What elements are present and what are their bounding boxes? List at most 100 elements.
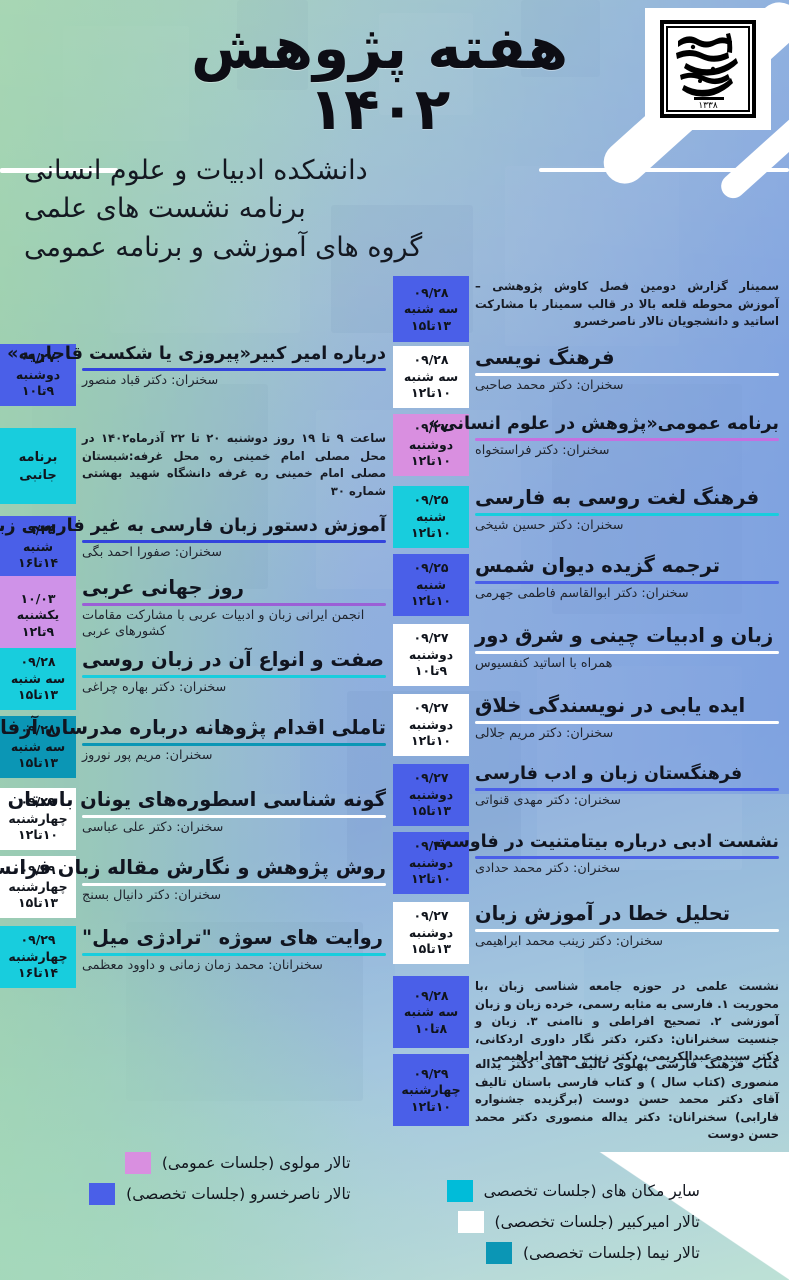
session-date-badge: ۰۹/۲۷ دوشنبه ۱۰تا۱۲ bbox=[393, 414, 469, 476]
session-title: ایده یابی در نویسندگی خلاق bbox=[475, 694, 746, 717]
session-entry[interactable]: نشست علمی در حوزه جامعه شناسی زبان ،با م… bbox=[393, 976, 789, 1063]
subtitle-line-2: برنامه نشست های علمی bbox=[24, 193, 306, 225]
session-speaker: سخنران: صفورا احمد بگی bbox=[82, 545, 222, 561]
session-accent-underline bbox=[82, 540, 386, 544]
badge-day: دوشنبه bbox=[408, 436, 454, 452]
legend-item: تالار امیرکبیر (جلسات تخصصی) bbox=[447, 1211, 700, 1233]
session-entry[interactable]: ساعت ۹ تا ۱۹ روز دوشنبه ۲۰ تا ۲۲ آذرماه۱… bbox=[0, 428, 396, 504]
badge-date: ۰۹/۲۵ bbox=[413, 560, 449, 576]
svg-text:۱۳۳۸: ۱۳۳۸ bbox=[698, 101, 718, 111]
session-date-badge: ۰۹/۲۸ سه شنبه ۱۳تا۱۵ bbox=[393, 276, 469, 342]
session-entry[interactable]: تاملی اقدام پژوهانه درباره مدرسان آزفا سخ… bbox=[0, 716, 396, 778]
session-title: تحلیل خطا در آموزش زبان bbox=[475, 902, 731, 925]
session-title: فرهنگستان زبان و ادب فارسی bbox=[475, 764, 743, 784]
session-date-badge: ۰۹/۲۸ سه شنبه ۱۰تا۱۲ bbox=[393, 346, 469, 408]
session-body: نشست علمی در حوزه جامعه شناسی زبان ،با م… bbox=[469, 976, 789, 1063]
badge-date: ۰۹/۲۵ bbox=[20, 522, 56, 538]
session-accent-underline bbox=[475, 788, 779, 792]
legend-label: تالار مولوی (جلسات عمومی) bbox=[161, 1154, 351, 1172]
session-entry[interactable]: روش پژوهش و نگارش مقاله زبان فرانسه سخنرا… bbox=[0, 856, 396, 918]
badge-day: چهارشنبه bbox=[8, 878, 68, 894]
badge-date: ۰۹/۲۵ bbox=[413, 492, 449, 508]
session-entry[interactable]: تحلیل خطا در آموزش زبان سخنران: دکتر زینب… bbox=[393, 902, 789, 964]
session-body: تحلیل خطا در آموزش زبان سخنران: دکتر زینب… bbox=[469, 902, 789, 964]
badge-day: سه شنبه bbox=[10, 670, 66, 686]
session-description: انجمن ایرانی زبان و ادبیات عربی با مشارک… bbox=[82, 607, 365, 640]
session-speaker: سخنران: مریم پور نوروز bbox=[82, 747, 213, 763]
badge-day: سه شنبه bbox=[10, 738, 66, 754]
session-speaker: سخنرانان: محمد زمان زمانی و داوود معظمی bbox=[82, 957, 323, 973]
session-date-badge: ۰۹/۲۷ دوشنبه ۱۰تا۱۲ bbox=[393, 832, 469, 894]
badge-day: دوشنبه bbox=[408, 646, 454, 662]
badge-date: ۰۹/۲۸ bbox=[413, 284, 449, 300]
legend-color-swatch bbox=[485, 1242, 512, 1264]
session-entry[interactable]: فرهنگ نویسی سخنران: دکتر محمد صاحبی ۰۹/۲۸ س… bbox=[393, 346, 789, 408]
session-title: روز جهانی عربی bbox=[82, 576, 244, 599]
session-body: فرهنگ لغت روسی به فارسی سخنران: دکتر حسین… bbox=[469, 486, 789, 548]
badge-date: ۱۰/۰۳ bbox=[20, 590, 56, 606]
session-entry[interactable]: برنامه عمومی«پژوهش در علوم انسانی» سخنران… bbox=[393, 414, 789, 476]
legend-color-swatch bbox=[124, 1152, 151, 1174]
session-body: گونه شناسی اسطوره‌های یونان باستان سخنران… bbox=[8, 788, 396, 850]
badge-time: ۹تا۱۰ bbox=[21, 383, 55, 399]
badge-day: دوشنبه bbox=[408, 716, 454, 732]
page-title: هفته پژوهش ۱۴۰۲ bbox=[190, 14, 569, 143]
session-speaker: سخنران: دکتر مهدی قنواتی bbox=[475, 793, 621, 809]
session-accent-underline bbox=[82, 368, 386, 372]
legend-label: تالار نیما (جلسات تخصصی) bbox=[522, 1244, 700, 1262]
badge-day: دوشنبه bbox=[408, 924, 454, 940]
badge-time: ۱۳تا۱۵ bbox=[18, 895, 58, 911]
session-entry[interactable]: فرهنگستان زبان و ادب فارسی سخنران: دکتر م… bbox=[393, 764, 789, 826]
background-blue-wash bbox=[236, 0, 789, 794]
badge-time: ۸تا۱۰ bbox=[414, 1020, 448, 1036]
poster-subtitle: دانشکده ادبیات و علوم انسانی برنامه نشست… bbox=[0, 152, 789, 267]
sessions-column-right: سمینار گزارش دومین فصل کاوش پژوهشی – آمو… bbox=[393, 276, 789, 1148]
badge-time: ۱۰تا۱۲ bbox=[411, 871, 451, 887]
session-entry[interactable]: گونه شناسی اسطوره‌های یونان باستان سخنران… bbox=[0, 788, 396, 850]
session-accent-underline bbox=[475, 438, 779, 442]
badge-time: ۱۴تا۱۶ bbox=[18, 965, 58, 981]
session-entry[interactable]: صفت و انواع آن در زبان روسی سخنران: دکتر … bbox=[0, 648, 396, 710]
session-entry[interactable]: نشست ادبی درباره بیتامتنیت در فاوست سخنرا… bbox=[393, 832, 789, 894]
session-title: آموزش دستور زبان فارسی به غیر فارسی زبان… bbox=[0, 516, 386, 536]
session-body: ترجمه گزیده دیوان شمس سخنران: دکتر ابوالق… bbox=[469, 554, 789, 616]
session-entry[interactable]: سمینار گزارش دومین فصل کاوش پژوهشی – آمو… bbox=[393, 276, 789, 342]
session-entry[interactable]: فرهنگ لغت روسی به فارسی سخنران: دکتر حسین… bbox=[393, 486, 789, 548]
session-title: ترجمه گزیده دیوان شمس bbox=[475, 554, 721, 577]
session-body: کتاب فرهنگ فارسی پهلوی تالیف آقای دکتر ی… bbox=[469, 1054, 789, 1141]
session-date-badge: ۰۹/۲۹ چهارشنبه ۱۰تا۱۲ bbox=[393, 1054, 469, 1126]
session-entry[interactable]: روز جهانی عربی انجمن ایرانی زبان و ادبیات… bbox=[0, 576, 396, 654]
session-entry[interactable]: ترجمه گزیده دیوان شمس سخنران: دکتر ابوالق… bbox=[393, 554, 789, 616]
session-accent-underline bbox=[475, 372, 779, 376]
session-description: ساعت ۹ تا ۱۹ روز دوشنبه ۲۰ تا ۲۲ آذرماه۱… bbox=[82, 431, 387, 498]
badge-day: یکشنبه bbox=[16, 607, 60, 623]
badge-time: ۱۰تا۱۲ bbox=[411, 1098, 451, 1114]
badge-date: ۰۹/۲۸ bbox=[20, 722, 56, 738]
session-entry[interactable]: درباره امیر کبیر«پیروزی یا شکست قاجاریه»… bbox=[0, 344, 396, 406]
session-speaker: همراه با اساتید کنفسیوس bbox=[475, 655, 613, 671]
badge-date: ۰۹/۲۹ bbox=[20, 794, 56, 810]
badge-day: شنبه bbox=[415, 508, 447, 524]
poster-header: ۱۳۳۸ هفته پژوهش ۱۴۰۲ bbox=[0, 0, 789, 152]
badge-time: ۱۰تا۱۲ bbox=[411, 593, 451, 609]
session-title: فرهنگ لغت روسی به فارسی bbox=[475, 486, 760, 509]
badge-day: چهارشنبه bbox=[401, 1082, 461, 1098]
session-title: زبان و ادبیات چینی و شرق دور bbox=[475, 624, 774, 647]
badge-time: ۹تا۱۲ bbox=[21, 623, 55, 639]
legend-item: تالار ناصرخسرو (جلسات تخصصی) bbox=[89, 1183, 351, 1205]
session-date-badge: برنامه جانبی bbox=[0, 428, 76, 504]
session-entry[interactable]: آموزش دستور زبان فارسی به غیر فارسی زبان… bbox=[0, 516, 396, 578]
session-date-badge: ۰۹/۲۸ سه شنبه ۱۳تا۱۵ bbox=[0, 716, 76, 778]
session-entry[interactable]: روایت های سوژه "ترادژی میل" سخنرانان: محم… bbox=[0, 926, 396, 988]
legend-color-swatch bbox=[446, 1180, 473, 1202]
session-body: ساعت ۹ تا ۱۹ روز دوشنبه ۲۰ تا ۲۲ آذرماه۱… bbox=[76, 428, 396, 504]
university-logo: ۱۳۳۸ bbox=[645, 8, 771, 130]
badge-day: دوشنبه bbox=[408, 854, 454, 870]
session-entry[interactable]: کتاب فرهنگ فارسی پهلوی تالیف آقای دکتر ی… bbox=[393, 1054, 789, 1141]
session-entry[interactable]: ایده یابی در نویسندگی خلاق سخنران: دکتر م… bbox=[393, 694, 789, 756]
session-date-badge: ۰۹/۲۷ دوشنبه ۹تا۱۰ bbox=[393, 624, 469, 686]
session-title: درباره امیر کبیر«پیروزی یا شکست قاجاریه» bbox=[7, 344, 386, 364]
session-body: برنامه عمومی«پژوهش در علوم انسانی» سخنران… bbox=[428, 414, 789, 476]
badge-day: سه شنبه bbox=[403, 368, 459, 384]
session-entry[interactable]: زبان و ادبیات چینی و شرق دور همراه با اسا… bbox=[393, 624, 789, 686]
